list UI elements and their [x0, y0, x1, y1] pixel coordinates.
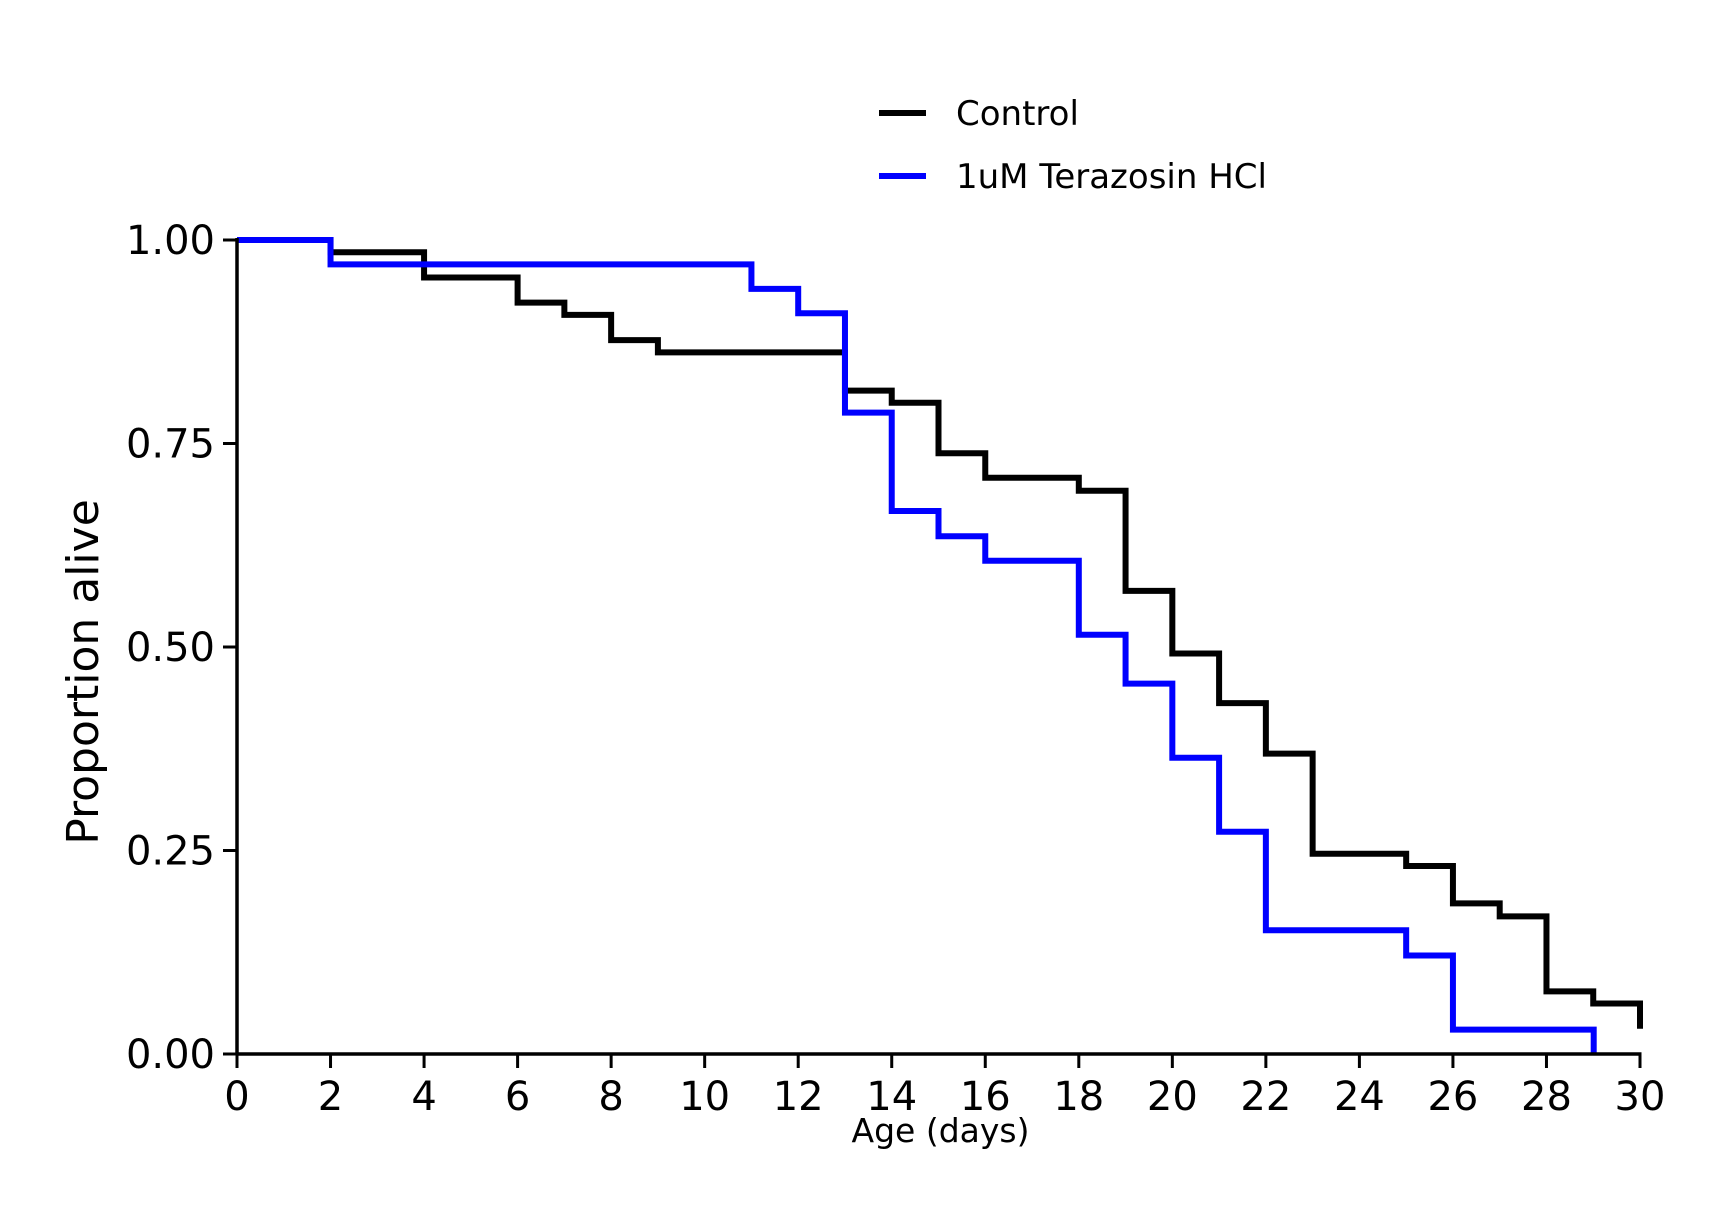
x-tick-label: 2	[318, 1074, 343, 1120]
x-tick-label: 20	[1147, 1074, 1198, 1120]
ticks-layer: 0 2 4 6 8 10 12 14 16 18 20 22 24 26 28 300.000.250.500…	[126, 218, 1666, 1120]
y-axis-title: Proportion alive	[58, 499, 109, 845]
x-tick-label: 14	[866, 1074, 917, 1120]
x-tick-label: 16	[960, 1074, 1011, 1120]
x-tick-label: 0	[224, 1074, 249, 1120]
x-tick-label: 8	[598, 1074, 623, 1120]
y-tick-label: 0.75	[126, 422, 215, 468]
x-tick-label: 18	[1053, 1074, 1104, 1120]
x-tick-label: 26	[1427, 1074, 1478, 1120]
x-tick-label: 28	[1521, 1074, 1572, 1120]
legend-label-terazosin: 1uM Terazosin HCl	[956, 157, 1267, 197]
series-line-0	[237, 237, 1643, 1029]
y-tick-label: 0.50	[126, 625, 215, 671]
x-tick-label: 24	[1334, 1074, 1385, 1120]
x-tick-label: 6	[505, 1074, 530, 1120]
y-tick-label: 0.00	[126, 1032, 215, 1078]
x-axis-title: Age (days)	[852, 1111, 1030, 1150]
legend-label-control: Control	[956, 94, 1079, 134]
legend: Control 1uM Terazosin HCl	[879, 94, 1267, 197]
y-tick-label: 1.00	[126, 218, 215, 264]
x-tick-label: 22	[1240, 1074, 1291, 1120]
series-layer	[237, 237, 1643, 1054]
x-tick-label: 4	[411, 1074, 436, 1120]
x-tick-label: 30	[1615, 1074, 1666, 1120]
x-tick-label: 12	[773, 1074, 824, 1120]
axes-layer	[235, 238, 1642, 1056]
x-tick-label: 10	[679, 1074, 730, 1120]
y-tick-label: 0.25	[126, 829, 215, 875]
series-line-1	[237, 237, 1597, 1054]
